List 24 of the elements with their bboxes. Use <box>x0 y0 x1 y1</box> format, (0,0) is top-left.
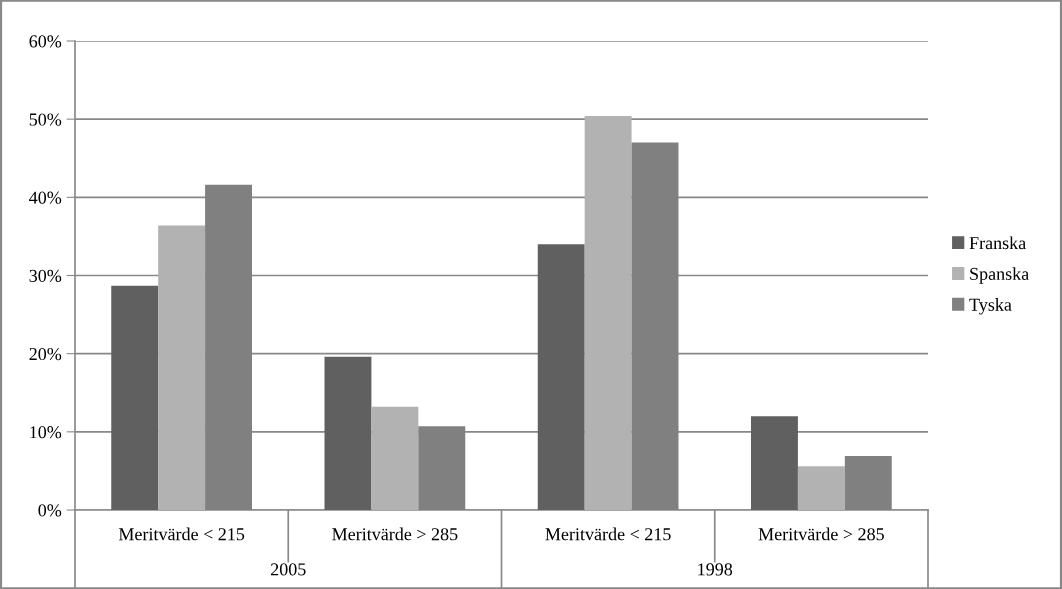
text: 2005 <box>270 563 306 576</box>
legend-label: Tyska <box>969 298 1012 315</box>
legend-label: Spanska <box>970 267 1029 284</box>
y-tick-label: 50% <box>29 113 62 126</box>
bar <box>751 416 798 510</box>
y-tick-label: 20% <box>29 347 62 361</box>
bar <box>797 466 845 510</box>
y-tick-label: 0% <box>38 504 62 517</box>
x-tick-label: Meritvärde > 285 <box>758 527 884 541</box>
y-tick-label: 30% <box>29 269 62 282</box>
bar <box>371 406 419 510</box>
bar <box>537 244 585 510</box>
bar <box>111 285 159 510</box>
x-tick-label: Meritvärde < 215 <box>118 527 245 541</box>
bar <box>158 225 206 510</box>
y-tick-label: 40% <box>29 191 62 204</box>
x-tick-label: Meritvärde > 285 <box>332 527 458 541</box>
x-tick-label: Meritvärde < 215 <box>545 527 671 541</box>
legend-label: Franska <box>969 236 1026 250</box>
y-tick-label: 60% <box>29 35 62 48</box>
y-tick-label: 10% <box>30 426 62 439</box>
text: 1998 <box>698 563 733 576</box>
bar <box>584 116 632 510</box>
bar <box>324 356 372 510</box>
